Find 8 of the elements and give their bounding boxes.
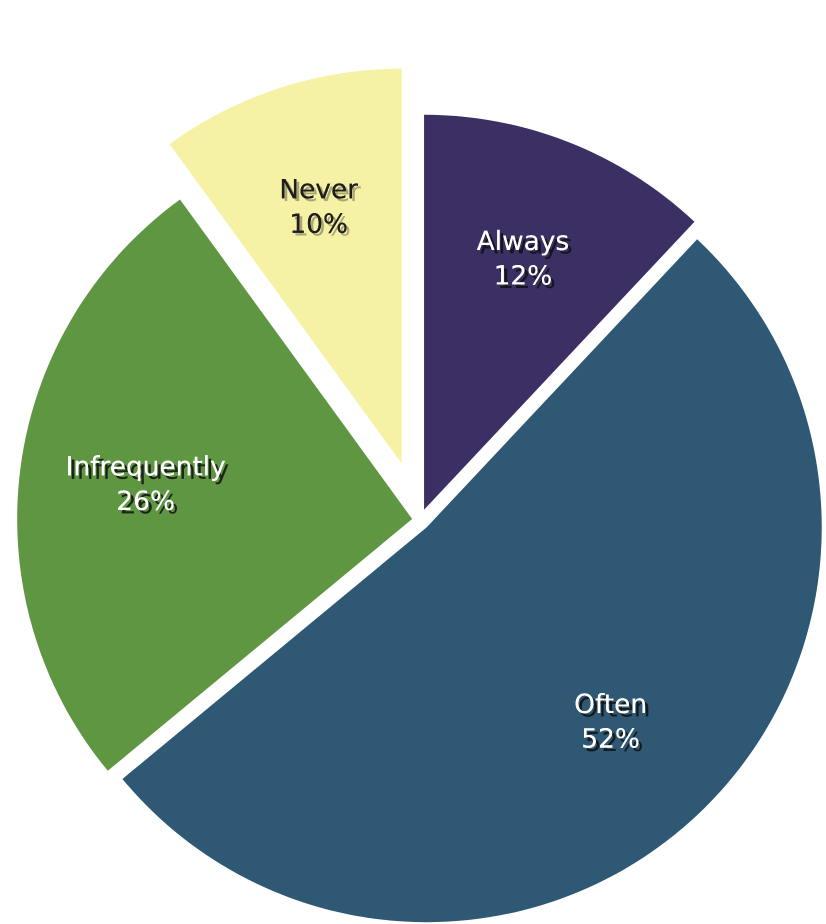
data-label: 10% [292, 213, 350, 236]
data-label: 52% [583, 728, 642, 752]
slice-label: Often [576, 692, 648, 717]
slice-label: Always [476, 230, 572, 259]
data-label: 26% [118, 490, 178, 514]
data-label: 12% [496, 264, 554, 288]
slice-label: Infrequently [68, 455, 228, 484]
slice-label: Never [282, 178, 361, 202]
